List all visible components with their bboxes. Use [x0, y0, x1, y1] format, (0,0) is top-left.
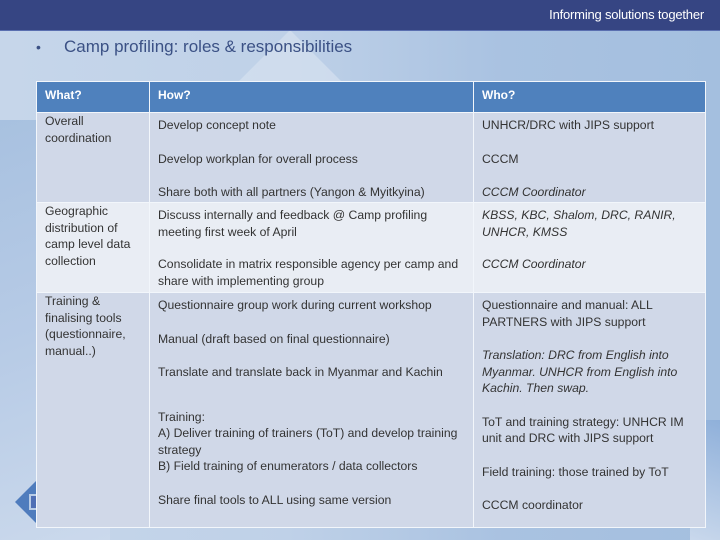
- cell-what: Geographic distribution of camp level da…: [36, 202, 150, 293]
- roles-table: What? How? Who? Overall coordination Dev…: [36, 81, 706, 528]
- tagline: Informing solutions together: [549, 7, 704, 22]
- who-entry: UNHCR/DRC with JIPS support: [482, 118, 655, 132]
- how-entry: Translate and translate back in Myanmar …: [158, 365, 443, 379]
- who-entry: Field training: those trained by ToT: [482, 464, 669, 479]
- how-entry: Develop workplan for overall process: [158, 151, 358, 166]
- how-entry: Questionnaire group work during current …: [158, 298, 432, 312]
- how-entry: A) Deliver training of trainers (ToT) an…: [158, 426, 458, 457]
- column-header-how: How?: [149, 81, 474, 113]
- who-entry: Questionnaire and manual: ALL PARTNERS w…: [482, 298, 653, 329]
- slide-title-text: Camp profiling: roles & responsibilities: [64, 37, 353, 56]
- table-row: Overall coordination Develop concept not…: [36, 112, 706, 203]
- cell-who: Questionnaire and manual: ALL PARTNERS w…: [473, 292, 706, 528]
- top-banner: Informing solutions together: [0, 0, 720, 31]
- who-entry: CCCM: [482, 151, 519, 166]
- who-entry: CCCM Coordinator: [482, 185, 586, 199]
- background-triangle: [230, 30, 350, 90]
- who-entry: CCCM coordinator: [482, 498, 583, 512]
- who-entry: ToT and training strategy: UNHCR IM unit…: [482, 414, 684, 446]
- bullet-icon: •: [36, 39, 41, 55]
- column-header-what: What?: [36, 81, 150, 113]
- how-entry: B) Field training of enumerators / data …: [158, 459, 418, 473]
- how-entry: Discuss internally and feedback @ Camp p…: [158, 208, 428, 239]
- diamond-decoration-icon: [15, 480, 37, 524]
- cell-who: UNHCR/DRC with JIPS support CCCM CCCM Co…: [473, 112, 706, 203]
- how-entry: Develop concept note: [158, 118, 276, 132]
- what-text: Geographic distribution of camp level da…: [45, 204, 131, 268]
- who-entry: Translation: DRC from English into Myanm…: [482, 348, 678, 395]
- what-text: Training & finalising tools (questionnai…: [45, 294, 126, 358]
- table-row: Training & finalising tools (questionnai…: [36, 292, 706, 528]
- cell-what: Training & finalising tools (questionnai…: [36, 292, 150, 528]
- cell-what: Overall coordination: [36, 112, 150, 203]
- how-entry: Training:: [158, 409, 205, 424]
- how-entry: Consolidate in matrix responsible agency…: [158, 257, 459, 288]
- cell-how: Develop concept note Develop workplan fo…: [149, 112, 474, 203]
- cell-who: KBSS, KBC, Shalom, DRC, RANIR, UNHCR, KM…: [473, 202, 706, 293]
- column-header-who: Who?: [473, 81, 706, 113]
- table-header-row: What? How? Who?: [36, 81, 706, 113]
- who-entry: CCCM Coordinator: [482, 257, 586, 271]
- slide-title: • Camp profiling: roles & responsibilitie…: [36, 37, 352, 57]
- what-text: Overall coordination: [45, 114, 112, 145]
- how-entry: Share final tools to ALL using same vers…: [158, 492, 392, 507]
- cell-how: Questionnaire group work during current …: [149, 292, 474, 528]
- cell-how: Discuss internally and feedback @ Camp p…: [149, 202, 474, 293]
- how-entry: Manual (draft based on final questionnai…: [158, 331, 390, 346]
- how-entry: Share both with all partners (Yangon & M…: [158, 185, 425, 199]
- who-entry: KBSS, KBC, Shalom, DRC, RANIR, UNHCR, KM…: [482, 208, 676, 239]
- table-row: Geographic distribution of camp level da…: [36, 202, 706, 293]
